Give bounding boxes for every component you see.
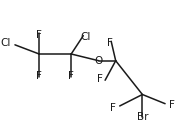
Text: F: F: [36, 30, 42, 40]
Text: F: F: [169, 100, 175, 110]
Text: F: F: [97, 74, 103, 84]
Text: F: F: [107, 38, 113, 48]
Text: Br: Br: [137, 112, 148, 122]
Text: F: F: [36, 71, 42, 81]
Text: Cl: Cl: [0, 38, 11, 48]
Text: O: O: [95, 56, 103, 66]
Text: F: F: [110, 103, 116, 113]
Text: F: F: [68, 71, 74, 81]
Text: Cl: Cl: [80, 32, 91, 42]
